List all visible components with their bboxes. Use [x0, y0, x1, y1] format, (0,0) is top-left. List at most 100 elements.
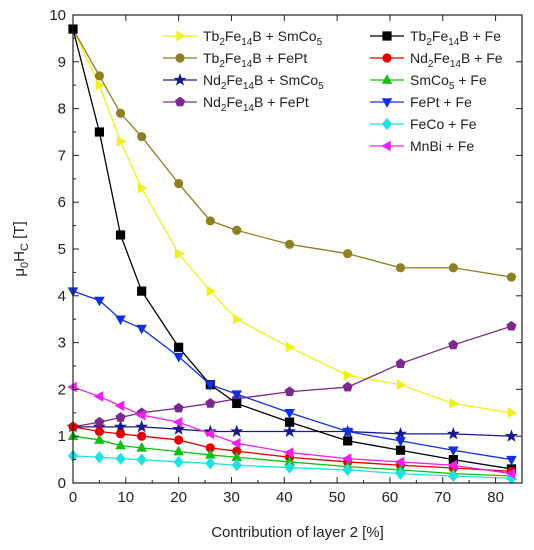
- y-tick-label-5: 5: [58, 241, 66, 258]
- x-tick-label-80: 80: [487, 489, 504, 506]
- data-point-nd-fept-4: [173, 402, 184, 413]
- data-point-feco-fe-9: [395, 467, 406, 480]
- plot-area: [73, 15, 522, 483]
- data-point-feco-fe-1: [94, 451, 105, 464]
- data-point-nd-fept-2: [115, 412, 126, 422]
- legend-item-smco5-fe: SmCo5 + Fe: [370, 72, 487, 92]
- data-point-fept-fe-7: [284, 409, 295, 419]
- series-line-smco5-fe: [72, 435, 512, 477]
- data-point-nd-smco5-9: [393, 426, 408, 440]
- data-point-nd-smco5-6: [230, 424, 244, 438]
- data-point-fept-fe-3: [136, 324, 147, 335]
- plot-background: [73, 15, 522, 483]
- data-point-tb-fept-1: [94, 71, 105, 81]
- data-point-tb-smco5-7: [285, 341, 296, 353]
- data-point-feco-fe-8: [342, 463, 353, 476]
- legend-marker-fept-fe: [381, 98, 393, 108]
- data-point-nd-fept-11: [506, 320, 517, 331]
- data-point-tb-fe-3: [137, 286, 147, 296]
- data-point-tb-fept-10: [448, 263, 458, 273]
- legend-item-nd-smco5: Nd2Fe14B + SmCo5: [163, 72, 324, 92]
- data-point-tb-fept-4: [174, 178, 184, 189]
- data-point-nd-fept-7: [284, 386, 295, 397]
- series-line-tb-fept: [72, 28, 512, 278]
- x-tick-label-0: 0: [69, 489, 77, 506]
- series-line-tb-smco5: [72, 28, 512, 414]
- data-point-feco-fe-10: [448, 469, 459, 483]
- legend-item-nd-fept: Nd2Fe14B + FePt: [163, 94, 309, 114]
- data-point-mnbi-fe-3: [135, 409, 146, 421]
- data-point-mnbi-fe-1: [93, 391, 104, 402]
- data-point-nd-smco5-2: [114, 419, 128, 433]
- data-point-mnbi-fe-11: [505, 468, 516, 479]
- data-point-fept-fe-8: [342, 427, 353, 438]
- data-point-fept-fe-4: [173, 352, 184, 363]
- data-point-mnbi-fe-6: [230, 437, 241, 449]
- data-point-nd-smco5-7: [283, 424, 297, 438]
- data-point-fept-fe-5: [205, 380, 216, 391]
- legend-label-smco5-fe: SmCo5 + Fe: [410, 72, 487, 92]
- data-point-mnbi-fe-9: [394, 456, 405, 468]
- data-point-nd-fept-8: [342, 381, 353, 392]
- legend-label-mnbi-fe: MnBi + Fe: [410, 138, 474, 154]
- legend-item-nd-fe: Nd2Fe14B + Fe: [370, 50, 503, 70]
- legend-label-nd-smco5: Nd2Fe14B + SmCo5: [203, 72, 324, 92]
- data-point-tb-fept-3: [137, 132, 147, 142]
- data-point-tb-smco5-8: [343, 370, 354, 381]
- legend-item-tb-smco5: Tb2Fe14B + SmCo5: [163, 28, 323, 48]
- data-point-nd-fe-2: [115, 429, 126, 439]
- data-point-mnbi-fe-4: [172, 416, 183, 428]
- legend-marker-feco-fe: [381, 117, 393, 131]
- data-point-nd-fept-1: [94, 416, 105, 427]
- data-point-tb-fept-6: [232, 225, 242, 235]
- data-point-feco-fe-7: [284, 461, 295, 474]
- y-tick-label-0: 0: [58, 475, 66, 492]
- data-point-tb-fe-9: [395, 445, 406, 455]
- data-point-nd-smco5-3: [135, 419, 149, 433]
- data-point-mnbi-fe-8: [341, 453, 352, 464]
- data-point-tb-smco5-4: [174, 248, 185, 259]
- legend-marker-nd-fe: [382, 53, 392, 63]
- legend-marker-tb-fe: [382, 31, 392, 41]
- axes-layer: 0 10 20 30 40 50 60 70 80 0 1 2 3 4 5 6 7 8 9 10: [49, 7, 523, 506]
- data-point-tb-smco5-5: [206, 285, 217, 297]
- legend-item-fept-fe: FePt + Fe: [370, 94, 472, 110]
- data-point-mnbi-fe-5: [204, 428, 215, 440]
- data-point-tb-smco5-10: [449, 398, 460, 409]
- x-tick-label-20: 20: [170, 489, 187, 506]
- data-point-tb-fept-2: [115, 108, 126, 118]
- data-point-nd-smco5-4: [172, 422, 186, 435]
- x-tick-label-40: 40: [276, 489, 293, 506]
- x-tick-label-50: 50: [329, 489, 346, 506]
- y-tick-label-4: 4: [58, 288, 66, 305]
- y-tick-label-8: 8: [58, 101, 66, 118]
- y-tick-label-10: 10: [49, 7, 66, 24]
- data-point-tb-fept-11: [506, 272, 517, 282]
- data-point-tb-fe-6: [232, 398, 242, 409]
- data-point-fept-fe-2: [115, 315, 126, 326]
- data-point-tb-fe-1: [94, 127, 105, 137]
- data-point-fept-fe-10: [448, 446, 459, 457]
- data-point-fept-fe-9: [395, 437, 406, 447]
- data-point-tb-fe-8: [343, 436, 353, 446]
- legend-label-tb-smco5: Tb2Fe14B + SmCo5: [203, 28, 323, 48]
- data-point-tb-fept-8: [343, 249, 353, 259]
- y-tick-label-7: 7: [58, 147, 66, 164]
- legend-marker-nd-smco5: [173, 73, 187, 86]
- series-layer: [66, 23, 518, 485]
- data-point-nd-smco5-10: [446, 427, 460, 440]
- legend-marker-mnbi-fe: [381, 140, 391, 152]
- legend-item-feco-fe: FeCo + Fe: [370, 116, 477, 132]
- data-point-tb-smco5-6: [232, 313, 243, 325]
- data-point-mnbi-fe-10: [447, 459, 458, 471]
- legend-label-tb-fe: Tb2Fe14B + Fe: [410, 28, 501, 48]
- data-point-tb-fept-7: [284, 239, 295, 249]
- data-point-smco5-fe-4: [173, 445, 184, 456]
- data-point-feco-fe-2: [115, 452, 126, 465]
- data-point-tb-fe-4: [174, 342, 184, 352]
- data-point-tb-fept-9: [395, 263, 406, 273]
- data-point-mnbi-fe-7: [283, 447, 294, 458]
- y-tick-label-2: 2: [58, 381, 66, 398]
